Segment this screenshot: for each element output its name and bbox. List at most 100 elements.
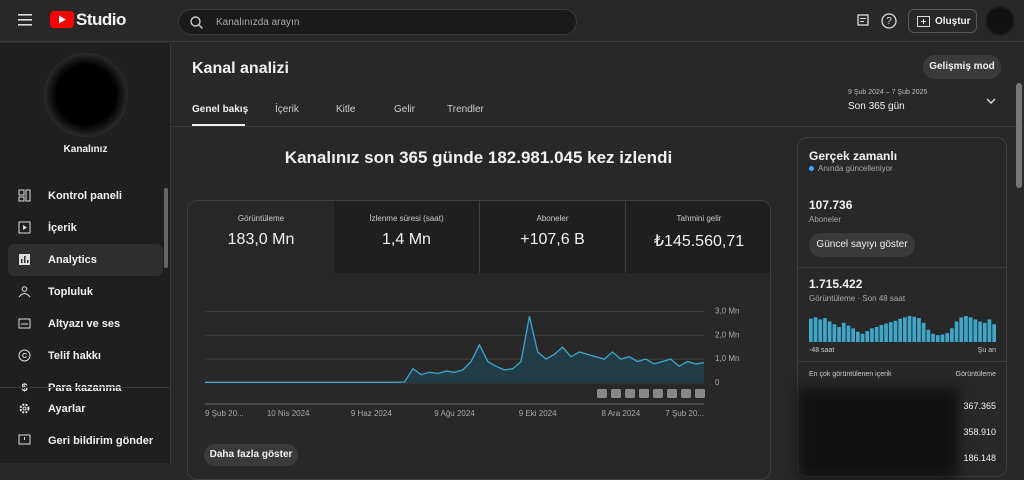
nav-label: Altyazı ve ses xyxy=(48,318,121,330)
hourly-bar xyxy=(870,328,874,342)
hourly-bar xyxy=(851,328,855,342)
x-tick-label: 10 Nis 2024 xyxy=(267,409,310,418)
refresh-button[interactable]: Güncel sayıyı göster xyxy=(809,233,915,257)
menu-icon[interactable] xyxy=(18,14,32,26)
hourly-bar xyxy=(898,318,902,342)
hourly-bar xyxy=(912,316,917,342)
hourly-bar xyxy=(968,317,973,342)
tab-divider xyxy=(171,126,1024,127)
marker-icon xyxy=(667,389,677,398)
subscriber-count: 107.736 xyxy=(809,198,853,212)
hourly-bar xyxy=(827,321,832,342)
footer-label: Geri bildirim gönder xyxy=(48,435,154,447)
create-label: Oluştur xyxy=(935,16,971,27)
hourly-bar xyxy=(818,319,823,342)
hourly-bar xyxy=(832,324,837,342)
nav-item[interactable]: Altyazı ve ses xyxy=(8,308,163,340)
nav-label: Para kazanma xyxy=(48,382,122,394)
hourly-bar xyxy=(846,325,851,342)
divider xyxy=(798,267,1006,268)
create-icon xyxy=(917,16,930,27)
nav-item[interactable]: İçerik xyxy=(8,212,163,244)
marker-icon xyxy=(625,389,635,398)
nav-item[interactable]: Topluluk xyxy=(8,276,163,308)
channel-name: Kanalınız xyxy=(63,144,108,155)
search-placeholder: Kanalınızda arayın xyxy=(216,17,300,28)
metric-tab[interactable]: İzlenme süresi (saat) 1,4 Mn xyxy=(334,201,480,273)
top-content-column: Görüntüleme xyxy=(955,371,996,378)
scrollbar[interactable] xyxy=(164,188,168,268)
nav-item[interactable]: C Telif hakkı xyxy=(8,340,163,372)
dropdown-icon[interactable] xyxy=(986,98,996,105)
svg-text:C: C xyxy=(22,353,27,360)
hourly-bar xyxy=(935,335,940,342)
realtime-subtitle: Anında güncelleniyor xyxy=(818,164,893,173)
hourly-bar xyxy=(921,322,926,342)
hourly-bar xyxy=(837,326,841,342)
metric-label: Tahmini gelir xyxy=(676,214,722,223)
hourly-bar xyxy=(903,317,907,342)
hourly-bar xyxy=(945,333,949,342)
hourly-bar xyxy=(964,316,968,342)
hourly-bar xyxy=(865,331,870,342)
avatar[interactable] xyxy=(986,7,1014,35)
date-range[interactable]: 9 Şub 2024 – 7 Şub 2025 xyxy=(848,89,928,96)
marker-icon xyxy=(681,389,691,398)
y-tick-label: 3,0 Mn xyxy=(715,306,739,315)
metric-value: ₺145.560,71 xyxy=(653,233,745,250)
marker-icon xyxy=(695,389,705,398)
hourly-bar xyxy=(823,318,827,342)
hourly-bar xyxy=(879,324,884,342)
hourly-bar xyxy=(907,316,912,342)
channel-avatar xyxy=(44,53,128,137)
nav-label: Topluluk xyxy=(48,286,94,298)
x-tick-label: 9 Haz 2024 xyxy=(351,409,392,418)
page-scrollbar[interactable] xyxy=(1016,83,1022,188)
help-icon[interactable]: ? xyxy=(881,13,897,29)
metric-value: +107,6 B xyxy=(520,231,585,248)
tab[interactable]: Kitle xyxy=(336,104,356,115)
sidebar: Kanalınız Kontrol paneli İçerik Analytic… xyxy=(0,43,171,463)
tab[interactable]: Genel bakış xyxy=(192,104,249,115)
nav-item[interactable]: Kontrol paneli xyxy=(8,180,163,212)
page-title: Kanal analizi xyxy=(192,60,289,77)
tab[interactable]: Gelir xyxy=(394,104,416,115)
search-box[interactable]: Kanalınızda arayın xyxy=(178,9,577,35)
x-tick-label: 9 Eki 2024 xyxy=(519,409,557,418)
metric-tab[interactable]: Tahmini gelir ₺145.560,71 xyxy=(626,201,770,273)
nav-item[interactable]: Analytics xyxy=(8,244,163,276)
create-button[interactable]: Oluştur xyxy=(908,9,977,33)
tab[interactable]: İçerik xyxy=(275,104,299,115)
x-tick-label: 9 Şub 20... xyxy=(205,409,244,418)
advanced-button[interactable]: Gelişmiş mod xyxy=(923,55,1001,79)
realtime-card: Gerçek zamanlı Anında güncelleniyor 107.… xyxy=(797,137,1007,478)
feedback-icon[interactable] xyxy=(857,14,869,27)
metric-tab[interactable]: Görüntüleme 183,0 Mn xyxy=(188,201,334,273)
top-content-views: 358.910 xyxy=(963,427,996,437)
marker-icon xyxy=(597,389,607,398)
footer-item[interactable]: Geri bildirim gönder xyxy=(8,425,163,457)
metric-tab[interactable]: Aboneler +107,6 B xyxy=(480,201,626,273)
subscriber-label: Aboneler xyxy=(809,215,842,224)
marker-icon xyxy=(611,389,621,398)
tab[interactable]: Trendler xyxy=(447,104,484,115)
hourly-bar xyxy=(860,333,865,342)
period[interactable]: Son 365 gün xyxy=(848,101,905,112)
top-bar: Studio Kanalınızda arayın ? Oluştur xyxy=(0,0,1024,42)
nav-list: Kontrol paneli İçerik Analytics Topluluk… xyxy=(0,180,171,430)
hourly-bar xyxy=(940,334,945,342)
hourly-bar xyxy=(888,322,893,342)
views-label: Görüntüleme · Son 48 saat xyxy=(809,294,906,303)
x-tick-label: 8 Ara 2024 xyxy=(601,409,640,418)
footer-item[interactable]: Ayarlar xyxy=(8,393,163,425)
axis-end: Şu an xyxy=(977,347,996,354)
more-button[interactable]: Daha fazla göster xyxy=(204,444,298,466)
main: Kanal analizi Gelişmiş mod Genel bakış İ… xyxy=(171,43,1024,480)
axis-start: -48 saat xyxy=(809,347,835,354)
hourly-bar xyxy=(982,322,987,342)
hourly-chart xyxy=(809,316,996,342)
metric-label: Aboneler xyxy=(536,214,569,223)
hourly-bar xyxy=(973,319,978,342)
hourly-bar xyxy=(987,319,992,342)
